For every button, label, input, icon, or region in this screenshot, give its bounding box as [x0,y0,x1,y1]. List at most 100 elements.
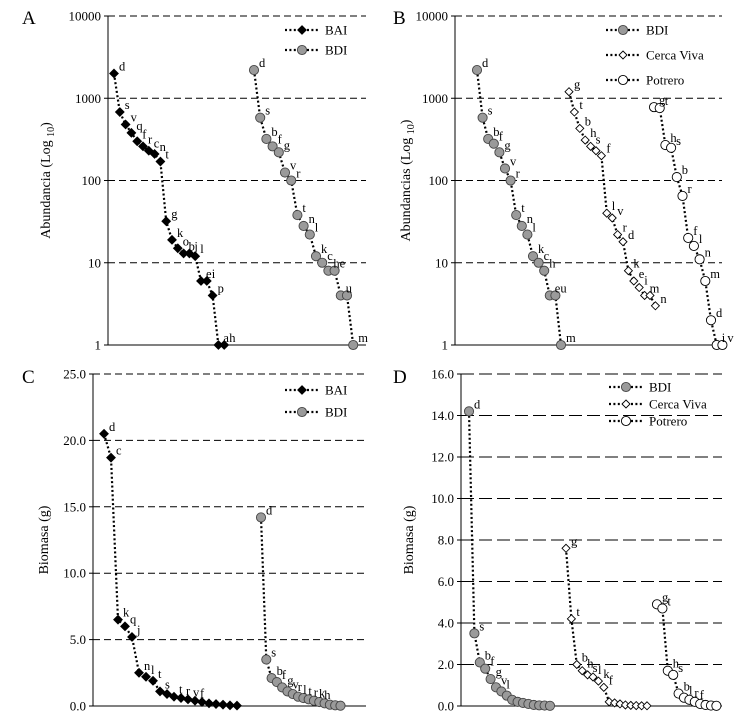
data-label: f [606,142,611,156]
legend-marker [297,407,306,416]
data-point [678,191,687,200]
legend-marker [618,75,627,84]
data-label: v [617,204,624,218]
data-label: d [474,397,481,411]
data-label: s [165,677,170,691]
data-point [486,674,495,683]
data-label: s [596,132,601,146]
data-label: u [346,281,353,295]
y-tick-label: 15.0 [63,499,86,514]
data-point [517,221,526,230]
data-point [581,136,589,144]
legend-item: BAI [285,23,347,38]
series-bdi: dsbfgvl [464,397,554,710]
data-point [481,664,490,673]
data-label: f [200,687,205,701]
data-point [478,113,487,122]
data-point [472,65,481,74]
data-label: l [506,677,510,691]
data-point [256,513,265,522]
data-point [110,69,119,78]
legend-item: Potrero [609,414,687,429]
legend-marker [297,45,306,54]
data-point [280,168,289,177]
data-point [114,615,123,624]
series-bai: dckqjnltstrvf [100,420,242,710]
legend-label: BDI [649,380,671,395]
y-axis-label: Abundancias (Log 10) [399,119,417,241]
data-label: t [179,683,183,697]
data-label: p [218,281,224,295]
series-cerca-viva: gtbhsflvrdkeimn [565,78,667,310]
y-axis-label-part: ) [399,119,414,124]
data-point [149,676,158,685]
data-label: t [667,594,671,608]
data-point [630,277,638,285]
data-label: i [212,267,216,281]
y-tick-label: 0.0 [70,699,86,714]
data-label: l [689,684,693,698]
y-tick-label: 12.0 [431,450,454,465]
data-point [567,615,575,623]
data-point [495,148,504,157]
data-label: r [694,686,699,700]
data-label: n [705,245,712,259]
data-point [299,221,308,230]
data-label: t [576,605,580,619]
panel-letter: A [22,8,36,29]
data-label: d [119,59,126,73]
legend-item: BDI [285,405,347,420]
data-point [318,258,327,267]
data-label: r [296,167,301,181]
data-point [464,407,473,416]
legend-marker [298,26,307,35]
data-label: k [123,606,130,620]
data-point [712,701,721,710]
data-label: r [186,684,191,698]
data-point [658,604,667,613]
data-point [208,291,217,300]
data-label: e [340,257,346,271]
data-label: s [125,98,130,112]
data-point [597,152,605,160]
y-tick-label: 14.0 [431,408,454,423]
data-point [523,230,532,239]
data-point [570,108,578,116]
data-point [672,172,681,181]
data-point [100,429,109,438]
y-tick-label: 25.0 [63,367,86,382]
legend-label: Potrero [649,414,687,429]
data-label: g [571,534,578,548]
data-label: g [284,138,291,152]
legend-label: Cerca Viva [646,48,704,63]
data-label: r [688,182,693,196]
data-label: n [144,659,151,673]
data-point [249,65,258,74]
data-label: t [579,98,583,112]
data-label: l [151,663,155,677]
data-label: t [665,94,669,108]
data-label: f [700,688,705,702]
data-label: l [699,232,703,246]
legend-marker [298,386,307,395]
data-point [534,258,543,267]
data-label: g [504,138,511,152]
y-tick-label: 1000 [75,91,101,106]
y-tick-label: 10000 [416,9,449,24]
data-point [643,702,651,710]
data-point [624,267,632,275]
data-point [336,701,345,710]
data-label: s [676,134,681,148]
data-label: g [171,207,178,221]
data-label: t [521,201,525,215]
series-line [104,434,237,706]
data-label: q [130,612,137,626]
data-point [565,88,573,96]
legend-marker [618,25,627,34]
legend-item: BDI [606,23,668,38]
data-label: h [229,331,236,345]
data-point [121,120,130,129]
y-tick-label: 1 [95,338,102,353]
data-point [121,622,130,631]
y-tick-label: 2.0 [438,657,454,672]
